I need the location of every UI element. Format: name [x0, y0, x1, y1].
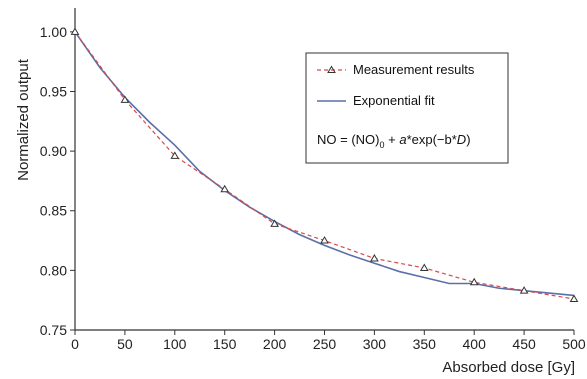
data-point-measurement	[170, 151, 180, 159]
x-tick-label: 450	[512, 336, 536, 352]
data-point-measurement	[419, 263, 429, 271]
x-tick-label: 400	[463, 336, 487, 352]
data-point-measurement	[569, 294, 579, 302]
y-tick-label: 0.95	[40, 83, 67, 99]
legend: Measurement results Exponential fit NO =…	[305, 52, 509, 164]
series-layer	[70, 27, 579, 302]
data-point-measurement	[70, 27, 80, 35]
data-point-measurement	[519, 286, 529, 294]
legend-box	[305, 52, 509, 164]
y-tick-label: 0.80	[40, 262, 67, 278]
x-tick-label: 350	[413, 336, 437, 352]
y-axis-title: Normalized output	[15, 58, 32, 181]
x-tick-label: 50	[117, 336, 133, 352]
legend-label-fit: Exponential fit	[353, 93, 435, 108]
legend-equation: NO = (NO)0 + a*exp(−b*D)	[317, 132, 471, 150]
x-tick-label: 100	[163, 336, 187, 352]
y-tick-label: 0.90	[40, 143, 67, 159]
series-line-exponential-fit	[74, 31, 575, 297]
data-point-measurement	[120, 95, 130, 103]
y-axis: 0.75 0.80 0.85 0.90 0.95 1.00	[40, 24, 75, 338]
legend-label-measurement: Measurement results	[353, 62, 475, 77]
x-axis-title: Absorbed dose [Gy]	[442, 359, 575, 376]
x-tick-label: 0	[71, 336, 79, 352]
y-tick-label: 1.00	[40, 24, 67, 40]
x-axis: 0 50 100 150 200 250 300 350 400 450 500	[71, 330, 586, 352]
x-tick-label: 300	[363, 336, 387, 352]
x-tick-label: 500	[562, 336, 586, 352]
data-point-measurement	[270, 219, 279, 227]
data-point-measurement	[320, 236, 329, 244]
data-point-measurement	[469, 277, 479, 286]
y-tick-label: 0.75	[40, 322, 67, 338]
legend-marker-measurement	[327, 65, 336, 73]
x-tick-label: 250	[313, 336, 337, 352]
y-tick-label: 0.85	[40, 203, 67, 219]
data-point-measurement	[370, 253, 379, 262]
x-tick-label: 200	[263, 336, 287, 352]
x-tick-label: 150	[213, 336, 237, 352]
data-point-measurement	[220, 184, 230, 193]
